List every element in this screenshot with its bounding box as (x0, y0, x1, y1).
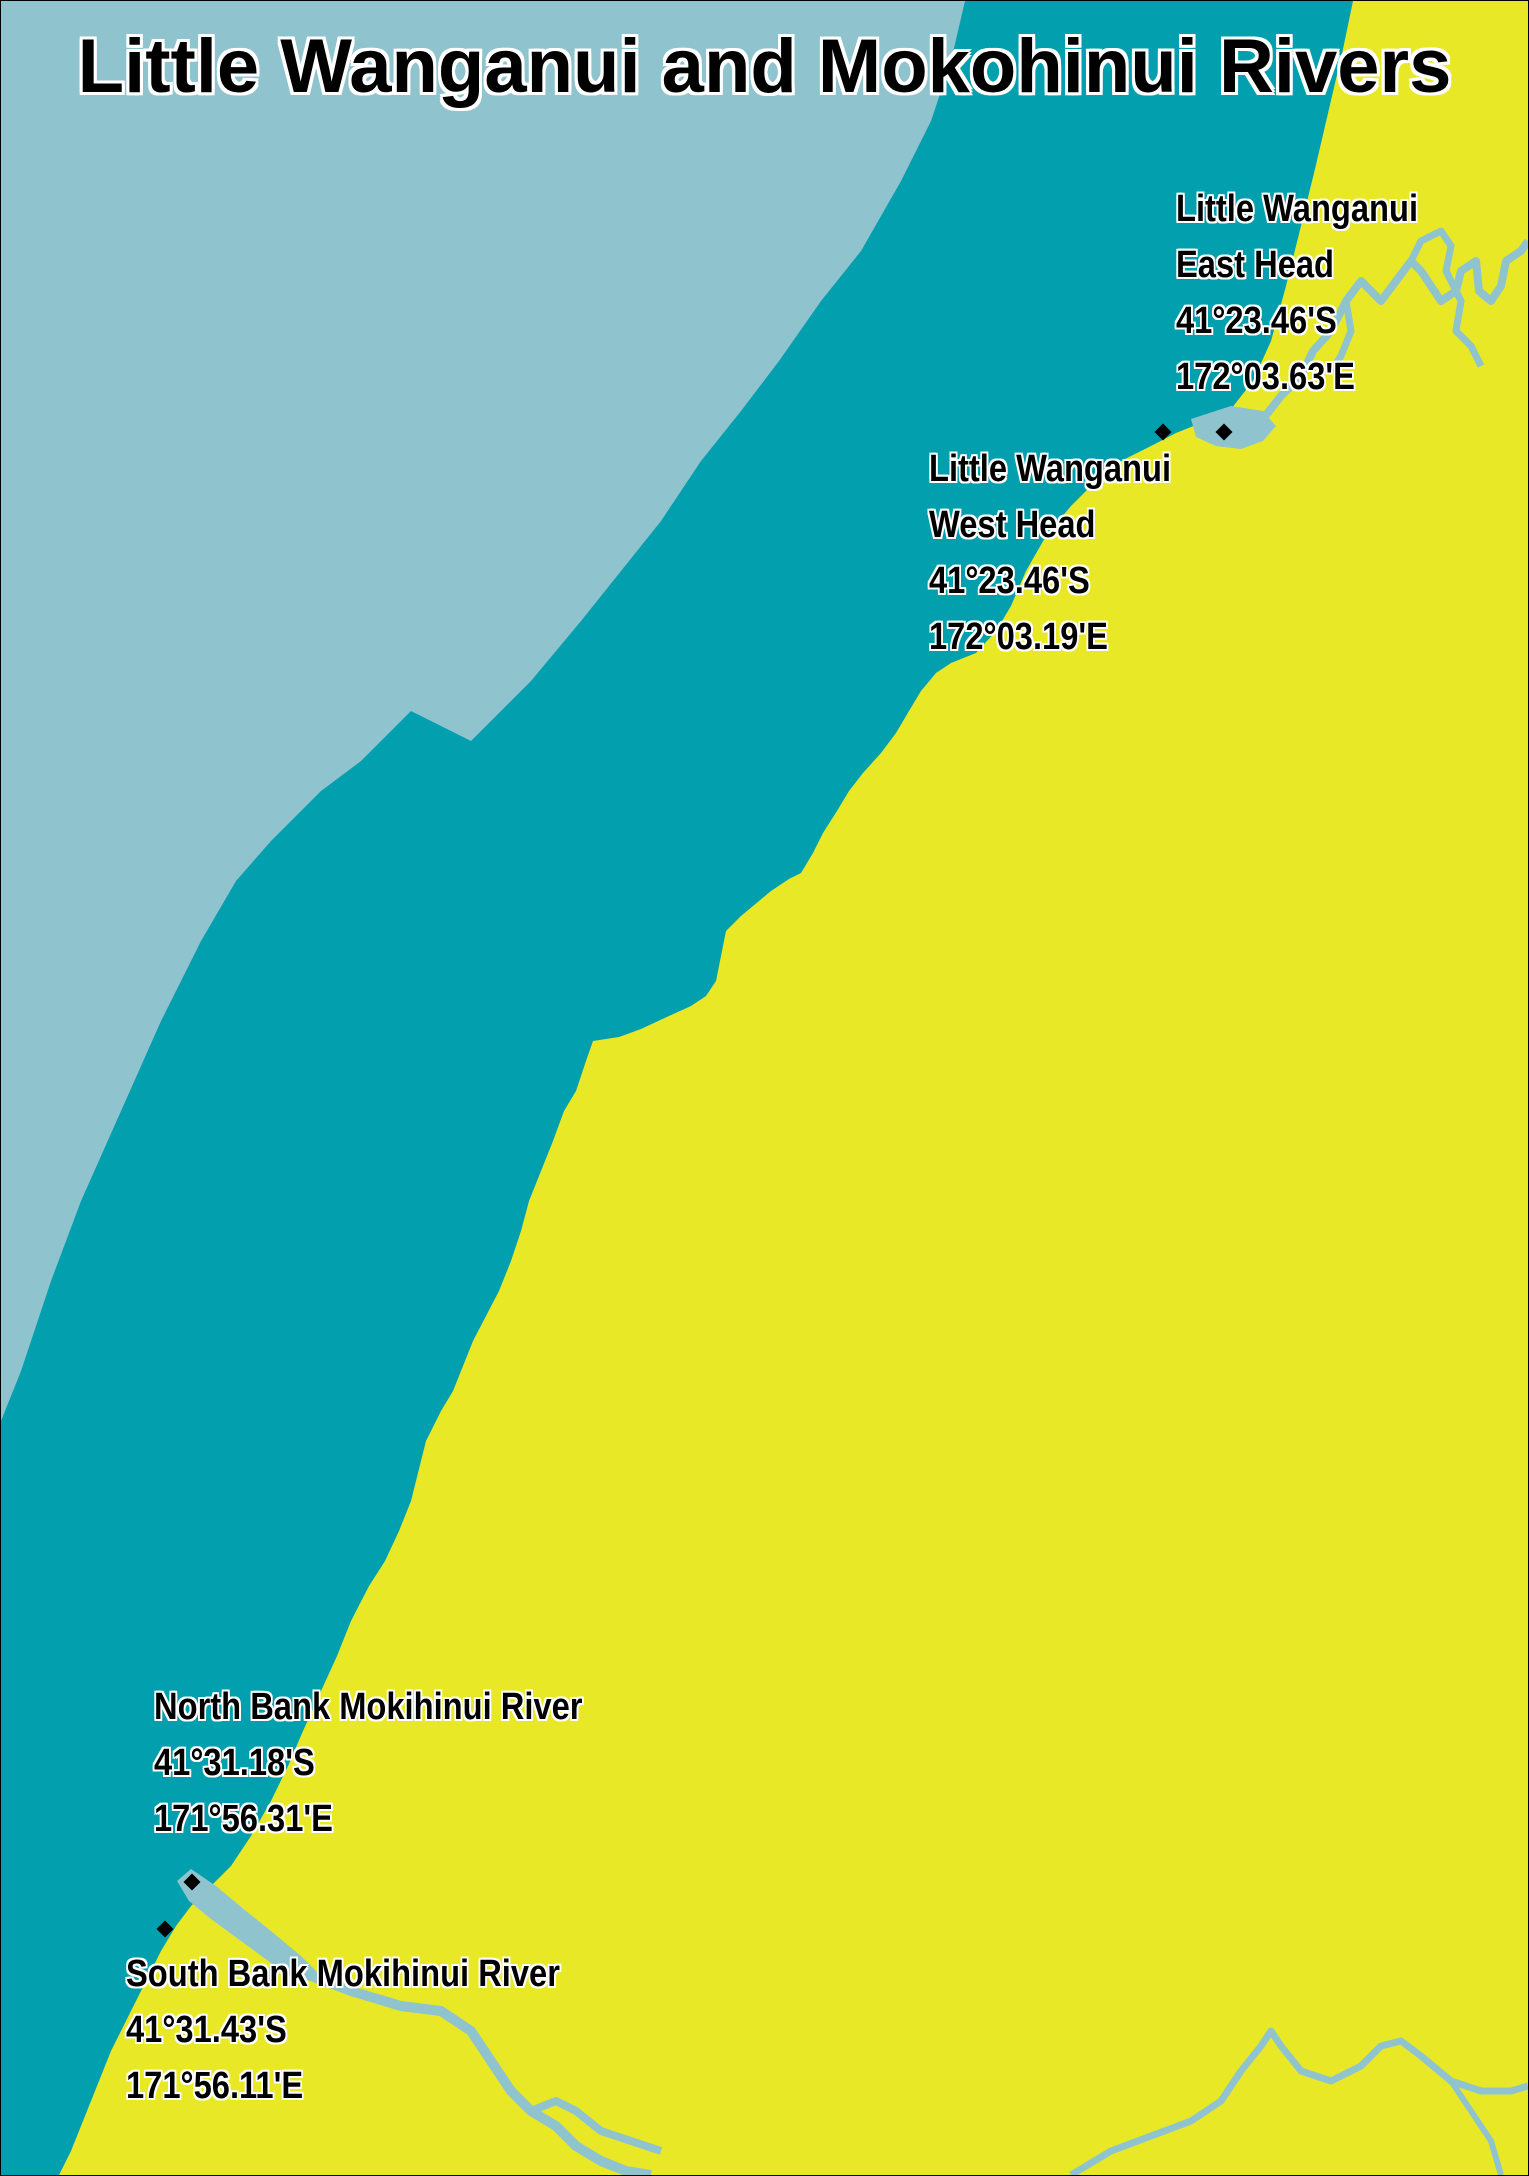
little-wanganui-estuary (1191, 406, 1276, 449)
mokihinui-river-tributary (529, 2097, 663, 2155)
label-little-wanganui-west-head: Little Wanganui West Head 41°23.46'S 172… (929, 441, 1171, 665)
label-line: 171°56.31'E (154, 1798, 333, 1840)
label-line: 41°31.18'S (154, 1742, 315, 1784)
label-line: North Bank Mokihinui River (154, 1686, 583, 1728)
label-little-wanganui-east-head: Little Wanganui East Head 41°23.46'S 172… (1176, 181, 1418, 405)
label-line: Little Wanganui (929, 448, 1172, 490)
southeast-stream-branch (1448, 2079, 1504, 2175)
label-line: 172°03.63'E (1176, 356, 1355, 398)
label-line: 172°03.19'E (929, 616, 1108, 658)
label-south-bank-mokihinui: South Bank Mokihinui River 41°31.43'S 17… (126, 1946, 560, 2114)
label-north-bank-mokihinui: North Bank Mokihinui River 41°31.18'S 17… (154, 1679, 583, 1847)
little-wanganui-river-branch (1328, 227, 1485, 373)
little-wanganui-river (1259, 238, 1528, 422)
deep-sea-area (1, 1, 965, 1421)
label-line: South Bank Mokihinui River (126, 1953, 560, 1995)
label-line: 41°23.46'S (1176, 300, 1337, 342)
label-line: 171°56.11'E (126, 2065, 304, 2107)
mokihinui-estuary (177, 1869, 321, 1983)
label-line: 41°23.46'S (929, 560, 1090, 602)
label-line: 41°31.43'S (126, 2009, 287, 2051)
label-line: East Head (1176, 244, 1335, 286)
mokihinui-river (309, 1971, 652, 2175)
label-line: Little Wanganui (1176, 188, 1419, 230)
label-line: West Head (929, 504, 1096, 546)
map-title: Little Wanganui and Mokohinui Rivers (77, 24, 1452, 109)
